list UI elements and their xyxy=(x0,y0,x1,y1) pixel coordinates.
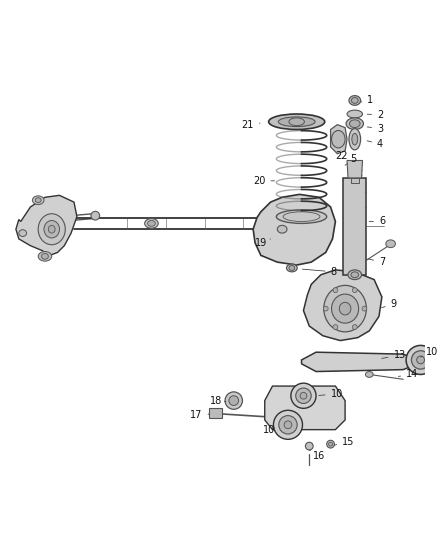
Bar xyxy=(343,178,367,274)
Ellipse shape xyxy=(406,345,435,375)
Ellipse shape xyxy=(32,196,44,205)
Ellipse shape xyxy=(365,372,373,377)
Ellipse shape xyxy=(91,211,100,220)
Text: 14: 14 xyxy=(398,369,418,379)
Ellipse shape xyxy=(332,131,345,148)
Ellipse shape xyxy=(300,392,307,399)
Polygon shape xyxy=(347,160,363,178)
Ellipse shape xyxy=(305,442,313,450)
Ellipse shape xyxy=(279,416,297,434)
Ellipse shape xyxy=(286,264,297,272)
Ellipse shape xyxy=(277,225,287,233)
Ellipse shape xyxy=(351,272,359,278)
Text: 17: 17 xyxy=(190,410,209,420)
Ellipse shape xyxy=(268,114,325,130)
Bar xyxy=(208,408,222,418)
Ellipse shape xyxy=(285,222,309,249)
Ellipse shape xyxy=(289,118,304,126)
Ellipse shape xyxy=(148,221,155,227)
Text: 21: 21 xyxy=(241,120,260,130)
Ellipse shape xyxy=(35,198,41,203)
Ellipse shape xyxy=(44,221,60,238)
Text: 10: 10 xyxy=(319,389,343,399)
Ellipse shape xyxy=(352,288,357,293)
Polygon shape xyxy=(304,270,382,341)
Polygon shape xyxy=(301,352,423,372)
Ellipse shape xyxy=(349,95,360,106)
Ellipse shape xyxy=(352,133,358,145)
Text: 8: 8 xyxy=(302,267,337,277)
Ellipse shape xyxy=(328,442,332,446)
Text: 16: 16 xyxy=(309,450,325,461)
Ellipse shape xyxy=(351,98,358,103)
Ellipse shape xyxy=(352,325,357,329)
Bar xyxy=(351,178,359,183)
Text: 18: 18 xyxy=(209,395,226,406)
Text: 2: 2 xyxy=(367,110,383,120)
Text: 7: 7 xyxy=(368,257,385,267)
Ellipse shape xyxy=(276,210,327,223)
Ellipse shape xyxy=(332,294,359,323)
Ellipse shape xyxy=(324,285,367,332)
Ellipse shape xyxy=(411,351,430,369)
Ellipse shape xyxy=(362,306,367,311)
Polygon shape xyxy=(331,125,347,154)
Ellipse shape xyxy=(289,265,295,270)
Polygon shape xyxy=(16,195,77,255)
Ellipse shape xyxy=(350,120,360,127)
Text: 20: 20 xyxy=(253,176,275,186)
Ellipse shape xyxy=(339,302,351,315)
Ellipse shape xyxy=(323,306,328,311)
Ellipse shape xyxy=(42,253,48,259)
Text: 9: 9 xyxy=(381,299,397,309)
Ellipse shape xyxy=(349,128,360,150)
Text: 10: 10 xyxy=(420,347,438,357)
Text: 13: 13 xyxy=(381,350,406,360)
Ellipse shape xyxy=(273,410,303,439)
Text: 1: 1 xyxy=(360,95,374,106)
Ellipse shape xyxy=(348,270,361,280)
Ellipse shape xyxy=(225,392,243,409)
Text: 3: 3 xyxy=(367,124,383,134)
Ellipse shape xyxy=(333,325,338,329)
Text: 19: 19 xyxy=(255,238,271,248)
Ellipse shape xyxy=(327,440,335,448)
Ellipse shape xyxy=(333,288,338,293)
Text: 4: 4 xyxy=(367,139,383,149)
Ellipse shape xyxy=(347,110,363,118)
Polygon shape xyxy=(265,386,345,430)
Ellipse shape xyxy=(278,117,315,127)
Ellipse shape xyxy=(19,230,27,237)
Ellipse shape xyxy=(284,421,292,429)
Ellipse shape xyxy=(296,388,311,403)
Ellipse shape xyxy=(346,118,364,130)
Text: 6: 6 xyxy=(369,216,385,227)
Ellipse shape xyxy=(229,396,239,406)
Ellipse shape xyxy=(386,240,396,248)
Ellipse shape xyxy=(38,252,52,261)
Ellipse shape xyxy=(145,219,158,228)
Ellipse shape xyxy=(48,225,55,233)
Text: 5: 5 xyxy=(345,154,356,165)
Text: 10: 10 xyxy=(263,425,275,434)
Ellipse shape xyxy=(417,356,424,364)
Polygon shape xyxy=(253,195,336,265)
Ellipse shape xyxy=(38,214,65,245)
Ellipse shape xyxy=(291,383,316,408)
Text: 22: 22 xyxy=(336,151,348,160)
Text: 15: 15 xyxy=(335,437,355,447)
